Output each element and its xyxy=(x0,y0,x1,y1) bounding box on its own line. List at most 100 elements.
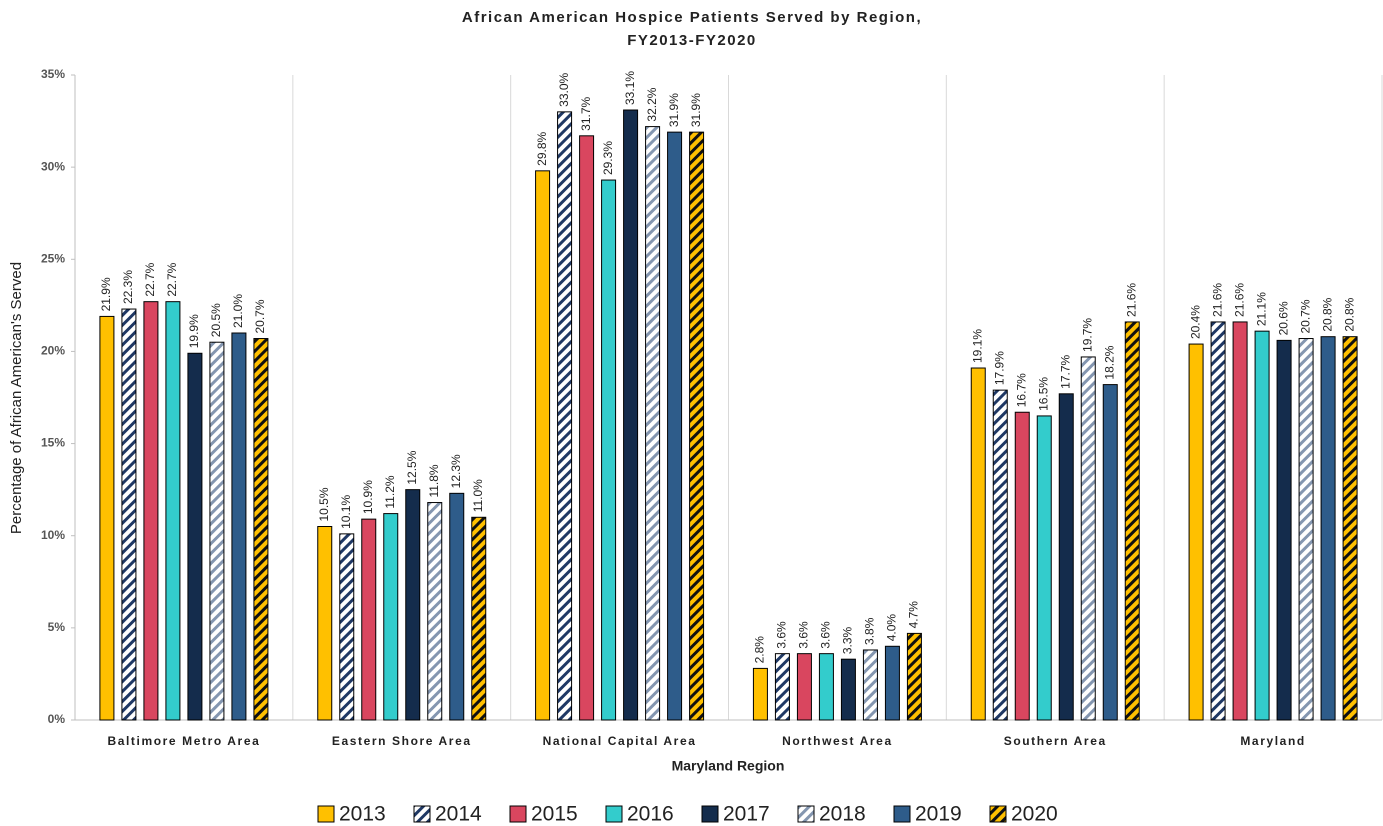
value-label: 20.8% xyxy=(1320,297,1334,331)
value-label: 21.6% xyxy=(1210,283,1224,317)
legend-swatch xyxy=(413,805,431,823)
legend-swatch xyxy=(605,805,623,823)
value-label: 29.8% xyxy=(535,131,549,165)
bar xyxy=(689,131,705,721)
legend-swatch xyxy=(989,805,1007,823)
x-tick-label: Southern Area xyxy=(1004,734,1107,748)
bar xyxy=(187,352,203,721)
bar xyxy=(601,179,617,721)
bar xyxy=(317,526,333,721)
bar xyxy=(579,135,595,721)
legend-swatch xyxy=(509,805,527,823)
value-label: 33.1% xyxy=(623,71,637,105)
x-tick-label: Baltimore Metro Area xyxy=(107,734,260,748)
x-axis-label: Maryland Region xyxy=(672,758,785,774)
value-label: 3.3% xyxy=(841,627,855,655)
legend-swatch xyxy=(317,805,335,823)
bar xyxy=(1254,330,1270,721)
bar xyxy=(143,301,159,721)
bar xyxy=(361,518,377,721)
bar xyxy=(970,367,986,721)
legend-label: 2017 xyxy=(723,803,770,826)
y-tick-label: 35% xyxy=(41,67,65,81)
value-label: 21.6% xyxy=(1124,283,1138,317)
value-label: 21.0% xyxy=(231,294,245,328)
y-tick-label: 30% xyxy=(41,159,65,173)
x-tick-label: National Capital Area xyxy=(543,734,697,748)
chart-title: African American Hospice Patients Served… xyxy=(462,9,922,26)
value-label: 4.0% xyxy=(885,614,899,642)
bar xyxy=(1342,336,1358,721)
value-label: 21.6% xyxy=(1232,283,1246,317)
value-label: 20.6% xyxy=(1276,301,1290,335)
y-tick-label: 0% xyxy=(48,712,66,726)
bar xyxy=(165,301,181,721)
value-label: 22.3% xyxy=(121,270,135,304)
bar xyxy=(1276,339,1292,721)
value-label: 19.9% xyxy=(187,314,201,348)
bar xyxy=(1298,338,1314,721)
y-axis-label: Percentage of African American's Served xyxy=(8,262,25,534)
legend-swatch xyxy=(701,805,719,823)
legend-label: 2015 xyxy=(531,803,578,826)
value-label: 10.1% xyxy=(339,495,353,529)
bar xyxy=(992,389,1008,721)
bar xyxy=(253,338,269,721)
legend-label: 2014 xyxy=(435,803,482,826)
value-label: 16.5% xyxy=(1036,377,1050,411)
bar xyxy=(1124,321,1140,721)
bar xyxy=(449,492,465,721)
bar xyxy=(645,126,661,721)
value-label: 33.0% xyxy=(557,73,571,107)
value-label: 32.2% xyxy=(645,87,659,121)
bar xyxy=(774,653,790,721)
bar xyxy=(796,653,812,721)
chart-title: FY2013-FY2020 xyxy=(627,32,757,49)
value-label: 31.9% xyxy=(689,93,703,127)
bar xyxy=(231,332,247,721)
value-label: 3.8% xyxy=(863,617,877,645)
bar xyxy=(1058,393,1074,721)
legend-label: 2019 xyxy=(915,803,962,826)
bar xyxy=(383,513,399,721)
bar xyxy=(535,170,551,721)
value-label: 20.8% xyxy=(1342,297,1356,331)
value-label: 31.9% xyxy=(667,93,681,127)
value-label: 22.7% xyxy=(143,262,157,296)
y-tick-label: 5% xyxy=(48,620,66,634)
bar xyxy=(752,667,768,721)
bar xyxy=(1036,415,1052,721)
value-label: 19.1% xyxy=(970,329,984,363)
legend-label: 2020 xyxy=(1011,803,1058,826)
value-label: 17.9% xyxy=(992,351,1006,385)
legend-label: 2016 xyxy=(627,803,674,826)
legend-swatch xyxy=(797,805,815,823)
y-tick-label: 10% xyxy=(41,528,65,542)
legend-swatch xyxy=(893,805,911,823)
bar xyxy=(1232,321,1248,721)
x-tick-label: Northwest Area xyxy=(782,734,893,748)
value-label: 3.6% xyxy=(797,621,811,649)
x-tick-label: Maryland xyxy=(1240,734,1305,748)
value-label: 10.5% xyxy=(317,487,331,521)
bar xyxy=(1188,343,1204,721)
bar xyxy=(884,645,900,721)
bar xyxy=(623,109,639,721)
bar xyxy=(557,111,573,721)
value-label: 4.7% xyxy=(907,601,921,629)
bar xyxy=(1210,321,1226,721)
value-label: 20.7% xyxy=(253,299,267,333)
bar xyxy=(121,308,137,721)
value-label: 22.7% xyxy=(165,262,179,296)
value-label: 29.3% xyxy=(601,141,615,175)
value-label: 19.7% xyxy=(1080,318,1094,352)
value-label: 20.5% xyxy=(209,303,223,337)
bar xyxy=(339,533,355,721)
bar xyxy=(209,341,225,721)
bar xyxy=(405,489,421,721)
value-label: 21.1% xyxy=(1254,292,1268,326)
bar xyxy=(818,653,834,721)
value-label: 11.8% xyxy=(427,464,441,497)
value-label: 31.7% xyxy=(579,96,593,130)
